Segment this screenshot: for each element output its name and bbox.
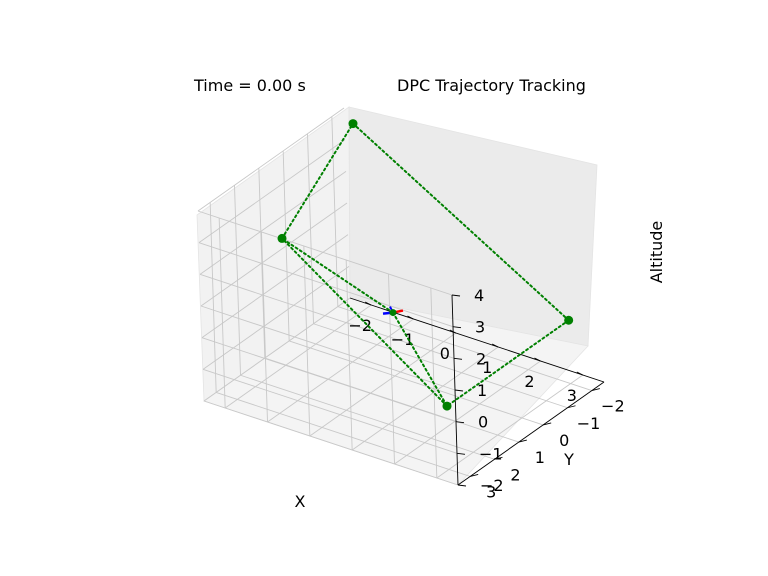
x-tick-label: −2 — [348, 316, 372, 335]
gridline-x-floor — [309, 332, 457, 437]
x-tick-label: 2 — [524, 372, 534, 391]
gridline-z-side — [203, 297, 351, 402]
gridline-z-back — [200, 305, 456, 391]
gridline-y-floor — [337, 306, 592, 392]
gridline-y-floor — [289, 340, 544, 426]
waypoint-point — [277, 233, 287, 243]
gridline-z-side — [199, 170, 347, 275]
x-tick-label: 0 — [440, 344, 450, 363]
trajectory-segment — [281, 122, 354, 240]
y-axis-label: Y — [563, 450, 574, 469]
gridline-z-back — [202, 368, 458, 454]
trajectory-segment — [281, 237, 394, 314]
gridline-z-side — [197, 107, 345, 212]
gridline-z-back — [203, 400, 459, 486]
waypoint-point — [564, 315, 574, 325]
gridline-x-floor — [394, 360, 541, 465]
z-tick — [455, 421, 465, 424]
gridline-z-side — [200, 202, 348, 307]
y-tick-label: −2 — [601, 397, 625, 416]
waypoints — [277, 119, 574, 411]
trajectory-segment — [281, 237, 448, 408]
y-tick-label: 3 — [486, 482, 496, 501]
x-tick — [534, 357, 541, 362]
z-tick-label: 0 — [478, 413, 488, 432]
gridline-y-floor — [216, 391, 471, 477]
z-tick-label: −1 — [479, 444, 503, 463]
vehicle-marker — [382, 306, 404, 317]
vehicle-body — [389, 309, 397, 317]
z-tick — [454, 389, 464, 392]
z-tick-label: 1 — [477, 381, 487, 400]
trajectory-segment — [446, 319, 570, 408]
gridline-z-back — [198, 242, 454, 328]
x-tick-label: 1 — [482, 358, 492, 377]
gridline-x-floor — [351, 346, 499, 451]
y-tick-label: 0 — [559, 431, 569, 450]
x-tick-label: 3 — [567, 386, 577, 405]
y-tick-label: 1 — [535, 448, 545, 467]
gridlines — [197, 107, 592, 486]
y-tick — [591, 388, 600, 392]
x-tick — [576, 371, 584, 376]
z-tick — [452, 326, 462, 329]
trajectory-segment — [352, 122, 570, 322]
z-tick-label: 2 — [476, 349, 486, 368]
z-tick — [453, 357, 463, 360]
gridline-z-back — [201, 337, 457, 423]
gridline-x-floor — [267, 318, 414, 423]
y-tick — [543, 422, 552, 426]
z-tick-label: 3 — [475, 318, 485, 337]
z-tick-label: 4 — [474, 286, 484, 305]
x-tick — [364, 301, 372, 306]
y-tick-label: 2 — [510, 465, 520, 484]
gridline-z-side — [201, 234, 349, 339]
y-tick — [518, 439, 527, 443]
waypoint-point — [348, 119, 358, 129]
gridline-z-side — [198, 139, 346, 244]
y-tick — [470, 473, 479, 477]
y-tick — [567, 405, 576, 409]
x-tick — [491, 343, 499, 348]
z-tick-label: −2 — [480, 476, 504, 495]
waypoint-point — [442, 401, 452, 411]
z-tick — [456, 452, 466, 455]
z-tick — [457, 484, 467, 487]
z-tick — [451, 294, 461, 297]
gridline-z-side — [202, 265, 350, 370]
trajectory-segment — [392, 311, 448, 408]
trajectory-path — [281, 122, 570, 408]
x-tick — [449, 329, 457, 334]
y-tick-label: −1 — [577, 414, 601, 433]
gridline-y-floor — [240, 374, 495, 460]
x-tick — [407, 315, 414, 320]
chart-title: DPC Trajectory Tracking — [397, 76, 586, 95]
gridline-x-floor — [436, 374, 584, 479]
y-tick — [494, 456, 503, 460]
gridline-y-floor — [313, 323, 568, 409]
time-text: Time = 0.00 s — [193, 76, 306, 95]
z-axis-label: Altitude — [647, 221, 666, 284]
y-axis-line — [457, 381, 605, 486]
x-axis-label: X — [295, 492, 306, 511]
gridline-z-back — [197, 210, 453, 296]
gridline-x-floor — [224, 304, 372, 409]
x-tick-label: −1 — [391, 330, 415, 349]
